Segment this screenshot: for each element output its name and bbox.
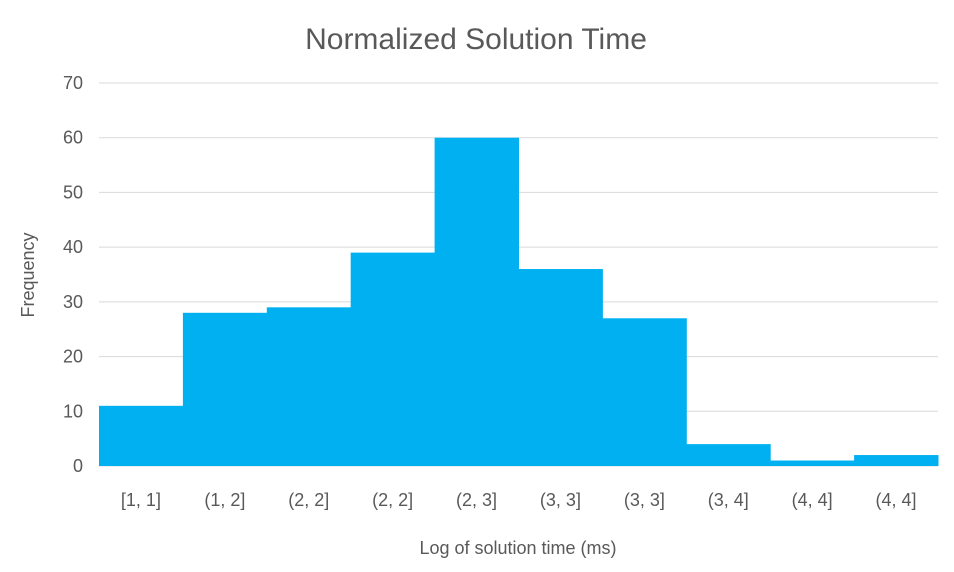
x-tick-label: (4, 4]	[876, 490, 917, 510]
y-tick-label: 50	[63, 182, 83, 202]
y-axis-ticks: 0 10 20 30 40 50 60 70	[63, 73, 83, 476]
y-tick-label: 60	[63, 128, 83, 148]
y-tick-label: 0	[73, 456, 83, 476]
bar	[266, 307, 352, 466]
x-tick-label: [1, 1]	[121, 490, 161, 510]
bar	[602, 318, 687, 466]
bar	[350, 252, 436, 466]
y-tick-label: 10	[63, 401, 83, 421]
x-tick-label: (4, 4]	[792, 490, 833, 510]
y-tick-label: 70	[63, 73, 83, 93]
y-axis-label: Frequency	[18, 232, 38, 317]
x-tick-label: (3, 3]	[540, 490, 581, 510]
x-axis-ticks: [1, 1] (1, 2] (2, 2] (2, 2] (2, 3] (3, 3] (3, …	[121, 490, 917, 510]
bars	[99, 137, 939, 466]
y-tick-label: 40	[63, 237, 83, 257]
x-tick-label: (2, 2]	[372, 490, 413, 510]
x-tick-label: (3, 4]	[708, 490, 749, 510]
x-tick-label: (2, 3]	[456, 490, 497, 510]
x-tick-label: (2, 2]	[288, 490, 329, 510]
x-tick-label: (3, 3]	[624, 490, 665, 510]
bar	[518, 269, 603, 466]
chart-title: Normalized Solution Time	[305, 23, 647, 56]
x-tick-label: (1, 2]	[204, 490, 245, 510]
bar	[99, 405, 184, 466]
bar	[434, 137, 519, 466]
x-axis-label: Log of solution time (ms)	[419, 538, 616, 558]
bar	[770, 460, 855, 466]
y-tick-label: 30	[63, 292, 83, 312]
bar	[854, 455, 939, 466]
y-tick-label: 20	[63, 347, 83, 367]
bar	[182, 312, 268, 466]
bar	[686, 444, 771, 466]
